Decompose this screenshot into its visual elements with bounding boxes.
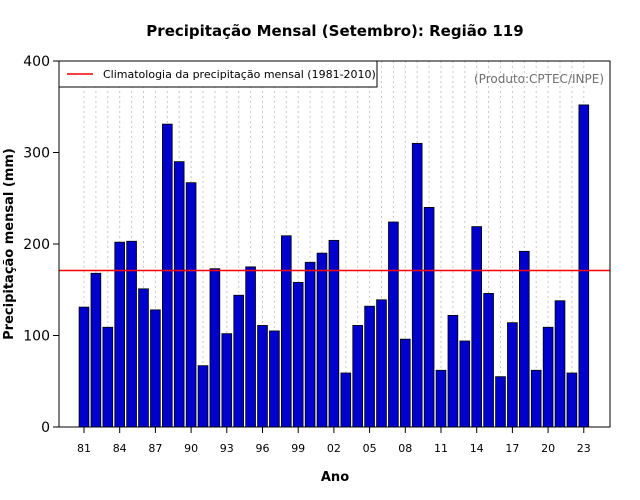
bar-14 <box>471 226 482 428</box>
x-tick-label: 90 <box>184 442 198 455</box>
bar-88 <box>161 123 173 428</box>
x-tick-label: 99 <box>291 442 305 455</box>
x-tick-label: 87 <box>148 442 162 455</box>
bar-86 <box>138 288 149 428</box>
bar-20 <box>542 326 554 428</box>
legend-box <box>58 60 378 88</box>
x-tick-label: 20 <box>541 442 555 455</box>
bar-09 <box>411 142 423 428</box>
bar-07 <box>388 221 399 428</box>
bar-82 <box>90 272 102 428</box>
y-axis: 0 100 200 300 400 <box>23 54 59 436</box>
x-tick-label: 23 <box>577 442 591 455</box>
bar-22 <box>566 372 578 428</box>
y-tick-label: 300 <box>23 146 50 162</box>
bar-96 <box>257 325 268 428</box>
bar-91 <box>197 365 209 428</box>
bar-17 <box>507 322 518 428</box>
x-tick-label: 02 <box>327 442 341 455</box>
x-tick-label: 11 <box>434 442 448 455</box>
y-tick-label: 100 <box>23 329 50 345</box>
y-tick-label: 0 <box>41 420 50 436</box>
bar-98 <box>280 235 292 428</box>
bar-90 <box>185 182 197 428</box>
bar-08 <box>399 338 411 428</box>
bar-11 <box>435 369 447 428</box>
bar-92 <box>209 268 221 428</box>
bar-99 <box>292 282 304 428</box>
bar-85 <box>126 240 137 428</box>
bar-10 <box>423 206 435 428</box>
bar-03 <box>340 372 352 428</box>
bar-95 <box>245 266 256 428</box>
bar-05 <box>364 305 375 428</box>
bar-97 <box>269 330 280 428</box>
bar-15 <box>483 293 494 428</box>
x-axis: 81 84 87 90 93 96 99 02 05 08 11 14 17 20 23 <box>77 427 591 455</box>
x-tick-label: 93 <box>220 442 234 455</box>
bar-04 <box>352 325 363 428</box>
x-tick-label: 08 <box>398 442 412 455</box>
source-note: (Produto:CPTEC/INPE) <box>474 72 604 86</box>
bar-13 <box>459 340 471 428</box>
bar-87 <box>150 309 161 428</box>
x-tick-label: 14 <box>470 442 484 455</box>
y-tick-label: 200 <box>23 237 50 253</box>
x-tick-label: 17 <box>505 442 519 455</box>
x-axis-label: Ano <box>321 470 349 485</box>
y-axis-label: Precipitação mensal (mm) <box>2 148 17 340</box>
bar-83 <box>102 326 114 428</box>
bar-06 <box>376 299 387 428</box>
bar-01 <box>316 252 328 428</box>
y-tick-label: 400 <box>23 54 50 70</box>
x-tick-label: 81 <box>77 442 91 455</box>
legend-label: Climatologia da precipitação mensal (198… <box>103 68 376 81</box>
bar-93 <box>221 333 233 428</box>
bar-12 <box>447 314 459 428</box>
chart-title: Precipitação Mensal (Setembro): Região 1… <box>146 22 523 40</box>
bar-21 <box>554 300 566 428</box>
bar-00 <box>304 261 316 428</box>
bar-23 <box>578 104 590 428</box>
bar-94 <box>233 294 245 428</box>
bar-89 <box>173 161 185 428</box>
bar-16 <box>495 376 506 428</box>
bar-18 <box>519 250 530 428</box>
x-tick-label: 96 <box>256 442 270 455</box>
bar-19 <box>530 369 542 428</box>
x-tick-label: 05 <box>363 442 377 455</box>
legend: Climatologia da precipitação mensal (198… <box>58 60 378 88</box>
bar-81 <box>78 306 90 428</box>
x-tick-label: 84 <box>113 442 127 455</box>
bars <box>78 104 590 428</box>
bar-02 <box>328 239 340 428</box>
